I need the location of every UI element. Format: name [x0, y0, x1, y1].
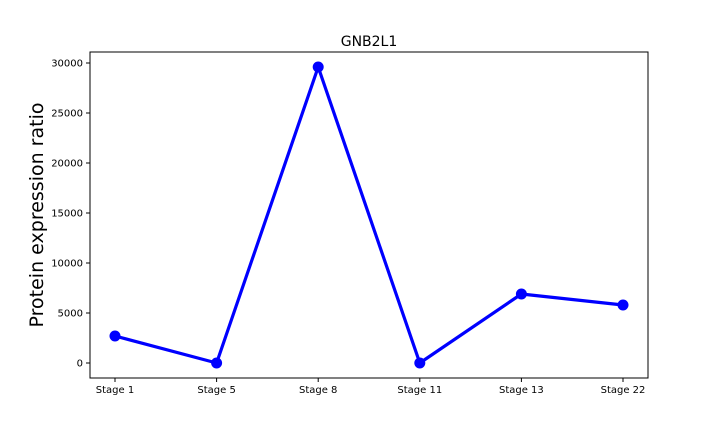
y-axis-label: Protein expression ratio: [26, 103, 48, 328]
y-tick-label: 5000: [58, 309, 83, 320]
x-tick-label: Stage 22: [601, 385, 646, 396]
y-tick-label: 25000: [51, 109, 83, 120]
x-tick-label: Stage 11: [397, 385, 442, 396]
data-point: [515, 288, 527, 300]
series-layer: [109, 61, 629, 369]
y-axis-ticks: 0 5000 10000 15000 20000 25000 30000: [51, 59, 90, 370]
y-tick-label: 30000: [51, 59, 83, 70]
data-point: [211, 357, 223, 369]
data-point: [414, 357, 426, 369]
x-tick-label: Stage 13: [499, 385, 544, 396]
x-axis-ticks: Stage 1 Stage 5 Stage 8 Stage 11 Stage 13 Sta…: [96, 378, 646, 396]
data-point: [312, 61, 324, 73]
y-tick-label: 10000: [51, 259, 83, 270]
y-tick-label: 20000: [51, 159, 83, 170]
x-tick-label: Stage 5: [197, 385, 235, 396]
chart-title: GNB2L1: [341, 34, 398, 50]
series-line: [113, 65, 625, 365]
data-point: [617, 299, 629, 311]
data-point: [109, 330, 121, 342]
y-tick-label: 0: [77, 359, 83, 370]
y-tick-label: 15000: [51, 209, 83, 220]
x-tick-label: Stage 8: [299, 385, 337, 396]
plot-area-frame: [89, 51, 649, 379]
x-tick-label: Stage 1: [96, 385, 134, 396]
